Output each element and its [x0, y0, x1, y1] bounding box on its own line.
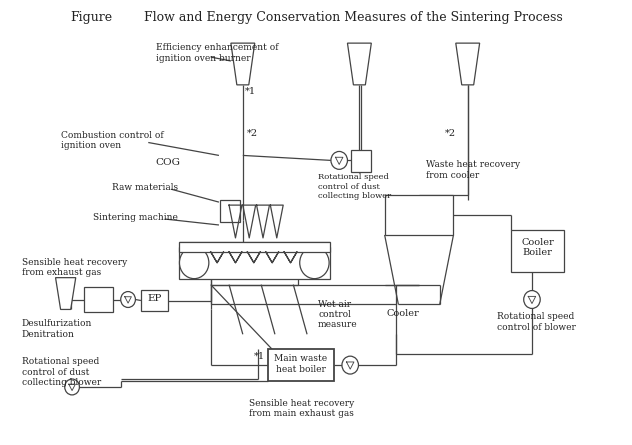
Text: Cooler: Cooler	[387, 309, 419, 319]
Bar	[179, 247, 330, 279]
Bar	[84, 287, 113, 312]
Circle shape	[342, 356, 358, 374]
Text: Combustion control of
ignition oven: Combustion control of ignition oven	[61, 130, 164, 150]
Bar	[141, 290, 169, 311]
Bar	[385, 195, 454, 235]
Text: Rotational speed
control of dust
collecting blower: Rotational speed control of dust collect…	[318, 173, 391, 200]
Text: Desulfurization
Denitration: Desulfurization Denitration	[21, 320, 92, 339]
Circle shape	[121, 291, 135, 307]
Circle shape	[524, 291, 540, 308]
Text: Waste heat recovery
from cooler: Waste heat recovery from cooler	[427, 160, 521, 180]
Text: Sintering machine: Sintering machine	[93, 213, 178, 222]
Text: *1: *1	[245, 87, 256, 96]
Text: *2: *2	[246, 129, 258, 138]
Circle shape	[300, 247, 329, 279]
Text: Cooler
Boiler: Cooler Boiler	[521, 238, 554, 257]
Bar	[267, 349, 334, 381]
Text: Sensible heat recovery
from main exhaust gas: Sensible heat recovery from main exhaust…	[249, 399, 355, 418]
Circle shape	[179, 247, 209, 279]
Polygon shape	[348, 43, 372, 85]
Text: *2: *2	[445, 129, 456, 138]
Bar	[179, 242, 330, 252]
Text: Wet air
control
measure: Wet air control measure	[318, 299, 358, 329]
Text: Rotational speed
control of dust
collecting blower: Rotational speed control of dust collect…	[21, 357, 101, 387]
Bar	[351, 150, 372, 172]
Text: Main waste
heat boiler: Main waste heat boiler	[274, 354, 327, 373]
Text: COG: COG	[155, 158, 181, 167]
Text: Efficiency enhancement of
ignition oven burner: Efficiency enhancement of ignition oven …	[155, 43, 278, 63]
Polygon shape	[231, 43, 255, 85]
Bar	[220, 200, 240, 222]
Text: Raw materials: Raw materials	[111, 183, 178, 192]
Polygon shape	[56, 278, 76, 309]
Text: EP: EP	[147, 294, 162, 303]
Text: *1: *1	[254, 352, 265, 361]
Text: Figure: Figure	[70, 11, 112, 24]
Text: Rotational speed
control of blower: Rotational speed control of blower	[497, 312, 576, 332]
Circle shape	[331, 151, 348, 170]
Bar	[511, 230, 564, 272]
Polygon shape	[456, 43, 480, 85]
Text: Flow and Energy Conservation Measures of the Sintering Process: Flow and Energy Conservation Measures of…	[143, 11, 562, 24]
Circle shape	[64, 379, 80, 395]
Text: Sensible heat recovery
from exhaust gas: Sensible heat recovery from exhaust gas	[21, 258, 127, 277]
